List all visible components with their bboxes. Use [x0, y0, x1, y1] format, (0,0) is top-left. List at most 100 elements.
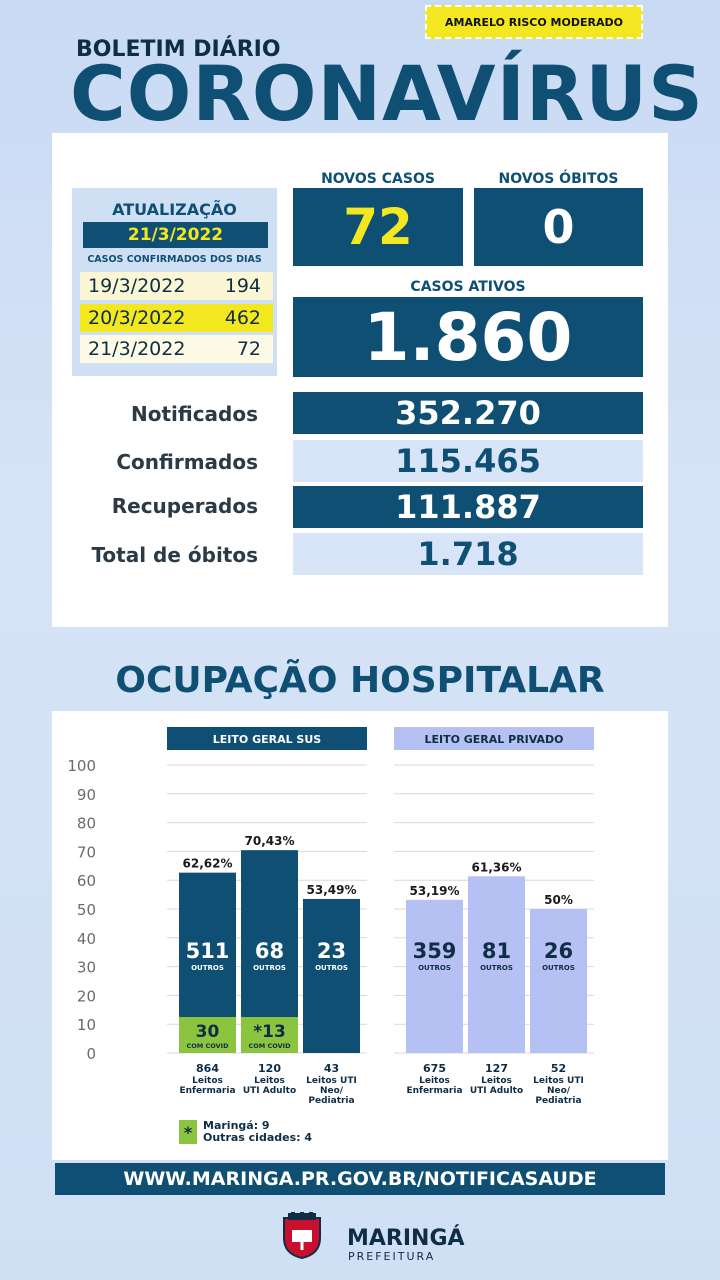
bed-capacity: 52 [551, 1062, 566, 1075]
confirmed-label: Confirmados [116, 450, 258, 474]
y-tick-label: 40 [77, 930, 96, 948]
covid-segment [179, 1017, 236, 1053]
note-marker [179, 1120, 197, 1144]
outros-label: OUTROS [542, 964, 575, 972]
covid-segment [241, 1017, 298, 1053]
covid-value: *13 [253, 1022, 286, 1042]
outros-label: OUTROS [191, 964, 224, 972]
new-deaths-value: 0 [474, 188, 643, 266]
outros-value: 511 [186, 939, 230, 963]
new-deaths-label: NOVOS ÓBITOS [498, 171, 619, 187]
y-tick-label: 0 [86, 1045, 96, 1063]
bed-label: Pediatria [535, 1096, 581, 1106]
bed-capacity: 43 [324, 1062, 339, 1075]
outros-label: OUTROS [253, 964, 286, 972]
bed-label: Neo/ [320, 1086, 344, 1096]
bed-capacity: 864 [196, 1062, 219, 1075]
covid-label: COM COVID [187, 1042, 230, 1050]
day-date: 19/3/2022 [88, 275, 186, 297]
bed-label: Leitos [192, 1076, 223, 1086]
outros-label: OUTROS [315, 964, 348, 972]
day-date: 20/3/2022 [88, 307, 186, 329]
recovered-value: 111.887 [293, 486, 643, 528]
y-tick-label: 20 [77, 987, 96, 1005]
bed-label: UTI Adulto [243, 1086, 296, 1096]
bed-label: Leitos [254, 1076, 285, 1086]
outros-value: 81 [482, 939, 511, 963]
page-title: CORONAVÍRUS [70, 49, 704, 138]
bed-label: Leitos UTI [306, 1076, 357, 1086]
covid-value: 30 [196, 1022, 220, 1042]
outros-value: 26 [544, 939, 573, 963]
percent-label: 50% [544, 893, 573, 907]
bar [406, 899, 463, 1053]
percent-label: 53,49% [307, 883, 357, 897]
y-tick-label: 80 [77, 815, 96, 833]
recovered-label: Recuperados [111, 494, 258, 518]
group-header [394, 727, 594, 750]
notified-label: Notificados [130, 402, 258, 426]
confirmed-value: 115.465 [293, 440, 643, 482]
logo-name: MARINGÁ [347, 1226, 465, 1251]
bar [530, 909, 587, 1053]
percent-label: 70,43% [245, 834, 295, 848]
outros-label: OUTROS [418, 964, 451, 972]
bed-capacity: 675 [423, 1062, 446, 1075]
bed-label: Leitos [419, 1076, 450, 1086]
active-cases-label: CASOS ATIVOS [410, 279, 526, 295]
day-count: 462 [224, 307, 261, 329]
percent-label: 61,36% [472, 860, 522, 874]
day-count: 72 [236, 338, 261, 360]
total-deaths-value: 1.718 [293, 533, 643, 575]
update-date: 21/3/2022 [83, 222, 268, 248]
group-header-label: LEITO GERAL PRIVADO [424, 733, 563, 746]
note-line: Maringá: 9 [203, 1119, 270, 1132]
group-header [167, 727, 367, 750]
risk-level-badge: AMARELO RISCO MODERADO [425, 5, 643, 39]
bulletin-subtitle: BOLETIM DIÁRIO [76, 37, 281, 62]
logo-subtitle: PREFEITURA [348, 1250, 436, 1263]
day-count: 194 [224, 275, 261, 297]
bed-label: Neo/ [547, 1086, 571, 1096]
day-row: 21/3/2022 72 [80, 335, 273, 363]
y-tick-label: 60 [77, 872, 96, 890]
hospital-chart-card: 0 10 20 30 40 50 60 70 80 90 100 LEITO GERAL SUS 30 C… [52, 711, 668, 1160]
notification-url-link[interactable]: WWW.MARINGA.PR.GOV.BR/NOTIFICASAUDE [55, 1163, 665, 1195]
new-cases-value: 72 [293, 188, 463, 266]
city-crest-icon [283, 1212, 321, 1260]
bed-label: Pediatria [308, 1096, 354, 1106]
notified-value: 352.270 [293, 392, 643, 434]
percent-label: 53,19% [410, 884, 460, 898]
outros-label: OUTROS [480, 964, 513, 972]
outros-value: 23 [317, 939, 346, 963]
confirmed-days-label: CASOS CONFIRMADOS DOS DIAS [87, 254, 262, 265]
y-tick-label: 100 [67, 757, 96, 775]
note-line: Outras cidades: 4 [203, 1131, 312, 1144]
bed-capacity: 120 [258, 1062, 281, 1075]
day-date: 21/3/2022 [88, 338, 186, 360]
bed-label: Enfermaria [179, 1086, 235, 1096]
bar [303, 898, 360, 1053]
update-label: ATUALIZAÇÃO [112, 200, 237, 219]
new-cases-label: NOVOS CASOS [321, 171, 435, 187]
bed-label: UTI Adulto [470, 1086, 523, 1096]
total-deaths-label: Total de óbitos [91, 543, 258, 567]
bed-label: Enfermaria [406, 1086, 462, 1096]
outros-value: 359 [413, 939, 457, 963]
day-row-highlighted: 20/3/2022 462 [80, 304, 273, 332]
y-tick-label: 30 [77, 959, 96, 977]
bed-label: Leitos UTI [533, 1076, 584, 1086]
bar [468, 876, 525, 1053]
bed-capacity: 127 [485, 1062, 508, 1075]
y-tick-label: 90 [77, 786, 96, 804]
bed-label: Leitos [481, 1076, 512, 1086]
group-header-label: LEITO GERAL SUS [213, 733, 322, 746]
note-symbol: * [184, 1123, 193, 1142]
covid-label: COM COVID [249, 1042, 292, 1050]
outros-value: 68 [255, 939, 284, 963]
day-row: 19/3/2022 194 [80, 272, 273, 300]
percent-label: 62,62% [183, 857, 233, 871]
active-cases-value: 1.860 [293, 297, 643, 377]
y-tick-label: 50 [77, 901, 96, 919]
